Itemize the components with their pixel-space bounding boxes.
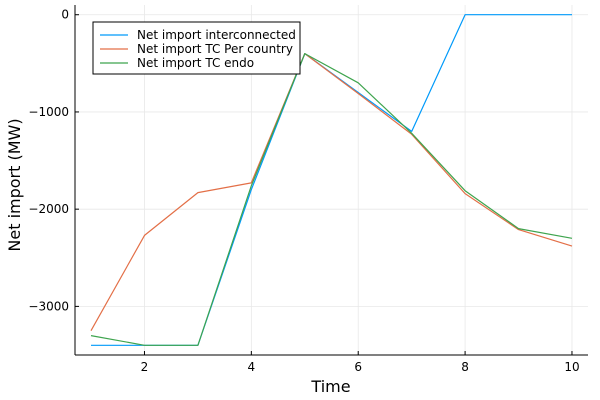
x-tick-label: 6 xyxy=(354,360,362,374)
y-tick-labels: 0 −1000 −2000 −3000 xyxy=(28,8,79,313)
x-tick-label: 10 xyxy=(564,360,579,374)
y-axis-label: Net import (MW) xyxy=(5,118,24,251)
x-tick-label: 2 xyxy=(141,360,149,374)
legend-label-tc-per-country: Net import TC Per country xyxy=(137,42,293,56)
legend-label-interconnected: Net import interconnected xyxy=(137,28,296,42)
y-tick-label: 0 xyxy=(61,8,69,22)
legend: Net import interconnected Net import TC … xyxy=(92,21,301,75)
y-tick-label: −3000 xyxy=(28,299,69,313)
series-line-1 xyxy=(90,52,573,331)
y-tick-label: −2000 xyxy=(28,202,69,216)
legend-box xyxy=(92,21,301,75)
x-tick-labels: 2 4 6 8 10 xyxy=(141,351,580,374)
legend-label-tc-endo: Net import TC endo xyxy=(137,56,254,70)
x-axis-label: Time xyxy=(310,377,350,396)
x-tick-label: 4 xyxy=(248,360,256,374)
x-tick-label: 8 xyxy=(461,360,469,374)
series-line-2 xyxy=(90,52,573,346)
y-tick-label: −1000 xyxy=(28,105,69,119)
series-lines xyxy=(90,14,573,346)
